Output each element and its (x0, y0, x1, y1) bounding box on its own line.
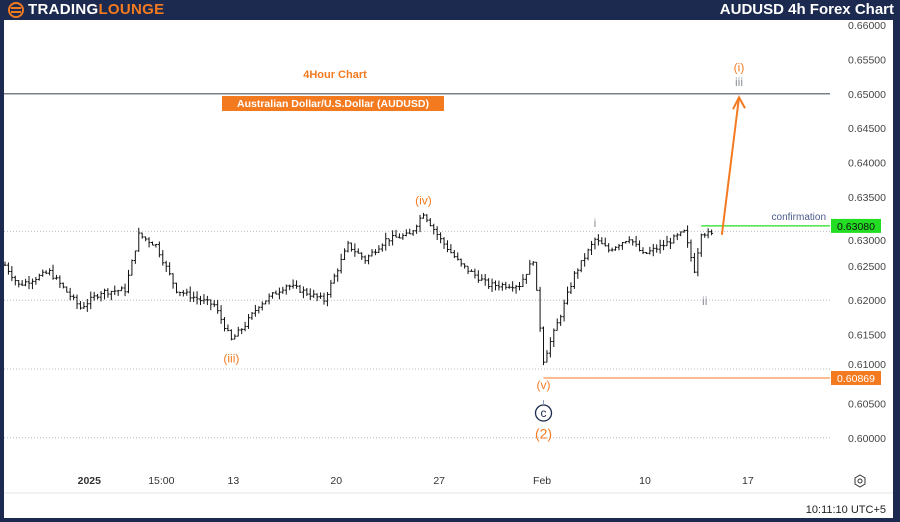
confirmation-price: 0.63080 (837, 221, 875, 233)
wave-label: (iii) (223, 352, 239, 366)
price-chart[interactable]: 0.66000 0.65500 0.65000 0.64500 0.64000 0.635… (4, 20, 893, 518)
chart-subtitle: 4Hour Chart (303, 69, 367, 81)
y-tick-label: 0.62000 (848, 295, 886, 307)
wave-label: (v) (537, 378, 551, 392)
x-tick-label: 27 (433, 475, 445, 487)
y-tick-label: 0.61000 (848, 359, 886, 371)
logo-icon (8, 1, 24, 18)
y-tick-label: 0.65000 (848, 89, 886, 101)
y-tick-label: 0.66000 (848, 20, 886, 32)
x-tick-label: 17 (742, 475, 754, 487)
brand-logo: TRADINGLOUNGE (8, 1, 164, 18)
utc-clock: 10:11:10 UTC+5 (806, 504, 886, 516)
wave-label: (i) (734, 61, 745, 75)
wave-label: ii (702, 294, 707, 308)
chart-panel[interactable]: 0.66000 0.65500 0.65000 0.64500 0.64000 0.635… (4, 20, 893, 518)
y-tick-label: 0.62500 (848, 261, 886, 273)
wave-label: iii (735, 75, 743, 89)
header-bar: TRADINGLOUNGE AUDUSD 4h Forex Chart (0, 0, 900, 20)
y-tick-label: 0.65500 (848, 54, 886, 66)
x-tick-label: Feb (533, 475, 551, 487)
y-tick-label: 0.63500 (848, 192, 886, 204)
y-tick-label: 0.60000 (848, 433, 886, 445)
x-tick-label: 13 (228, 475, 240, 487)
y-tick-label: 0.63000 (848, 235, 886, 247)
x-tick-label: 10 (639, 475, 651, 487)
arrow-head-icon (732, 95, 746, 110)
y-tick-label: 0.64000 (848, 158, 886, 170)
y-tick-label: 0.60500 (848, 398, 886, 410)
brand-part1: TRADING (28, 1, 99, 18)
x-tick-label: 15:00 (148, 475, 174, 487)
brand-part2: LOUNGE (98, 1, 165, 18)
x-tick-label: 2025 (78, 475, 102, 487)
instrument-name: Australian Dollar/U.S.Dollar (AUDUSD) (237, 98, 429, 110)
wave-label: (iv) (415, 193, 432, 207)
confirmation-label: confirmation (772, 212, 826, 223)
wave-label: i (594, 216, 597, 230)
x-tick-label: 20 (330, 475, 342, 487)
projection-arrow (720, 97, 741, 235)
invalidation-price-tag (831, 371, 881, 386)
y-tick-label: 0.61500 (848, 330, 886, 342)
invalidation-price: 0.60869 (837, 373, 875, 385)
confirmation-price-tag (831, 218, 881, 233)
wave-label: (2) (535, 425, 552, 441)
y-tick-label: 0.64500 (848, 123, 886, 135)
wave-label: c (541, 406, 547, 420)
instrument-badge (222, 96, 444, 111)
settings-icon[interactable] (854, 474, 866, 488)
chart-title: AUDUSD 4h Forex Chart (719, 1, 894, 18)
